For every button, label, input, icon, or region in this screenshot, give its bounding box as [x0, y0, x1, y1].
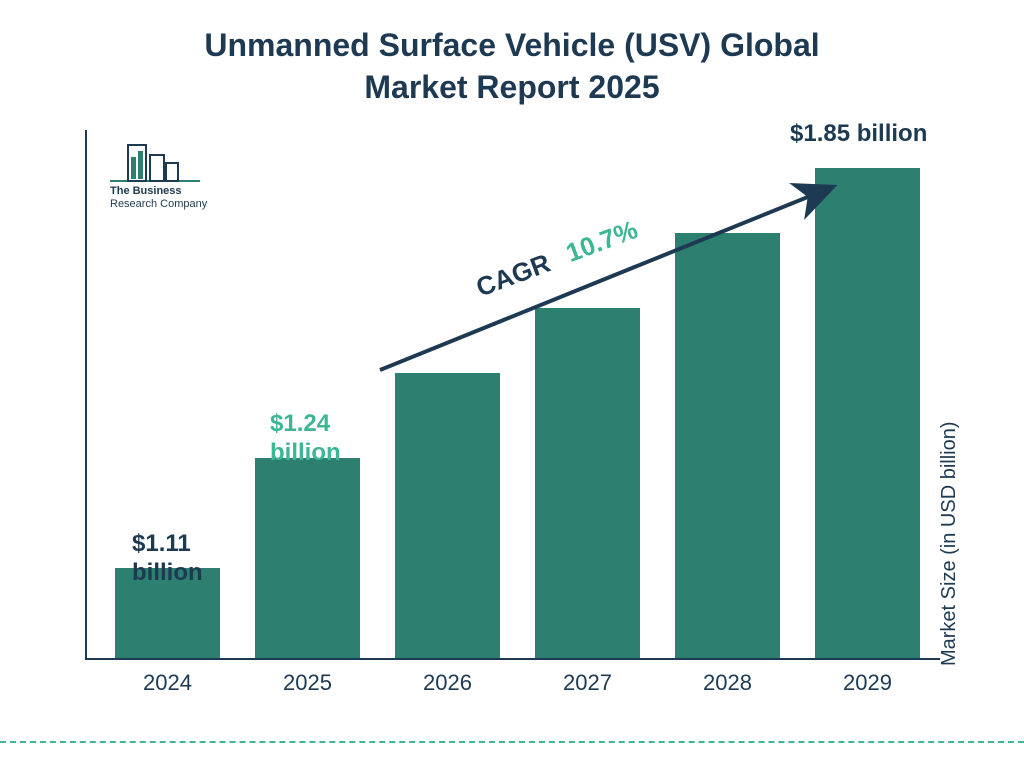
bar [535, 308, 640, 658]
bars-container [85, 130, 940, 658]
bar [395, 373, 500, 658]
value-label: $1.11billion [132, 530, 203, 588]
bar [675, 233, 780, 658]
y-axis-title: Market Size (in USD billion) [939, 422, 962, 667]
x-axis-label: 2027 [535, 670, 640, 696]
x-axis-label: 2029 [815, 670, 920, 696]
bottom-dashed-line [0, 741, 1024, 743]
title-line-1: Unmanned Surface Vehicle (USV) Global [204, 27, 819, 63]
x-axis-label: 2025 [255, 670, 360, 696]
x-axis-line [85, 658, 940, 660]
chart-title: Unmanned Surface Vehicle (USV) Global Ma… [0, 0, 1024, 108]
title-line-2: Market Report 2025 [364, 69, 659, 105]
chart-area: 202420252026202720282029 $1.11billion$1.… [70, 130, 940, 690]
value-label: $1.85 billion [790, 120, 927, 149]
x-axis-label: 2026 [395, 670, 500, 696]
x-axis-label: 2028 [675, 670, 780, 696]
value-label: $1.24billion [270, 410, 341, 468]
x-axis-label: 2024 [115, 670, 220, 696]
bar [255, 458, 360, 658]
bar [815, 168, 920, 658]
